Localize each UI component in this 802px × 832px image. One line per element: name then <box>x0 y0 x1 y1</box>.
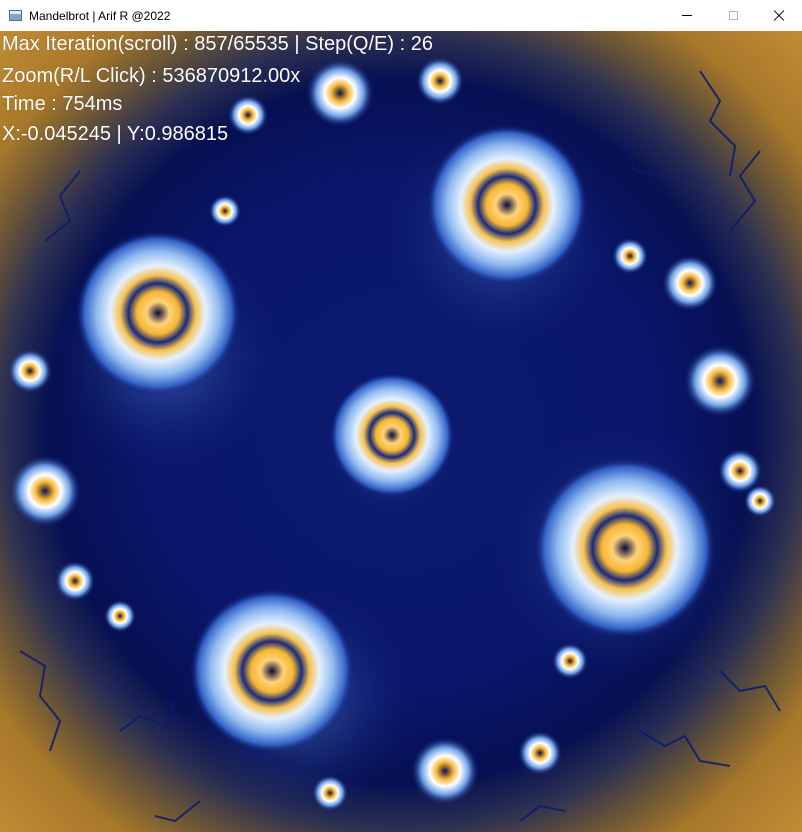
window-controls <box>664 0 802 31</box>
title-bar[interactable]: Mandelbrot | Arif R @2022 <box>0 0 802 31</box>
coordinates-readout: X:-0.045245 | Y:0.986815 <box>2 123 229 145</box>
zoom-readout: Zoom(R/L Click) : 536870912.00x <box>2 65 301 87</box>
iteration-readout: Max Iteration(scroll) : 857/65535 | Step… <box>2 33 433 55</box>
maximize-button[interactable] <box>710 0 756 31</box>
close-icon <box>773 10 785 22</box>
window-app-icon <box>9 10 22 21</box>
minimize-button[interactable] <box>664 0 710 31</box>
maximize-icon <box>728 11 738 20</box>
minimize-icon <box>682 15 692 16</box>
close-button[interactable] <box>756 0 802 31</box>
fractal-render <box>8 57 781 823</box>
fractal-canvas[interactable]: Max Iteration(scroll) : 857/65535 | Step… <box>0 31 802 832</box>
time-readout: Time : 754ms <box>2 93 123 115</box>
window-title: Mandelbrot | Arif R @2022 <box>29 8 171 23</box>
